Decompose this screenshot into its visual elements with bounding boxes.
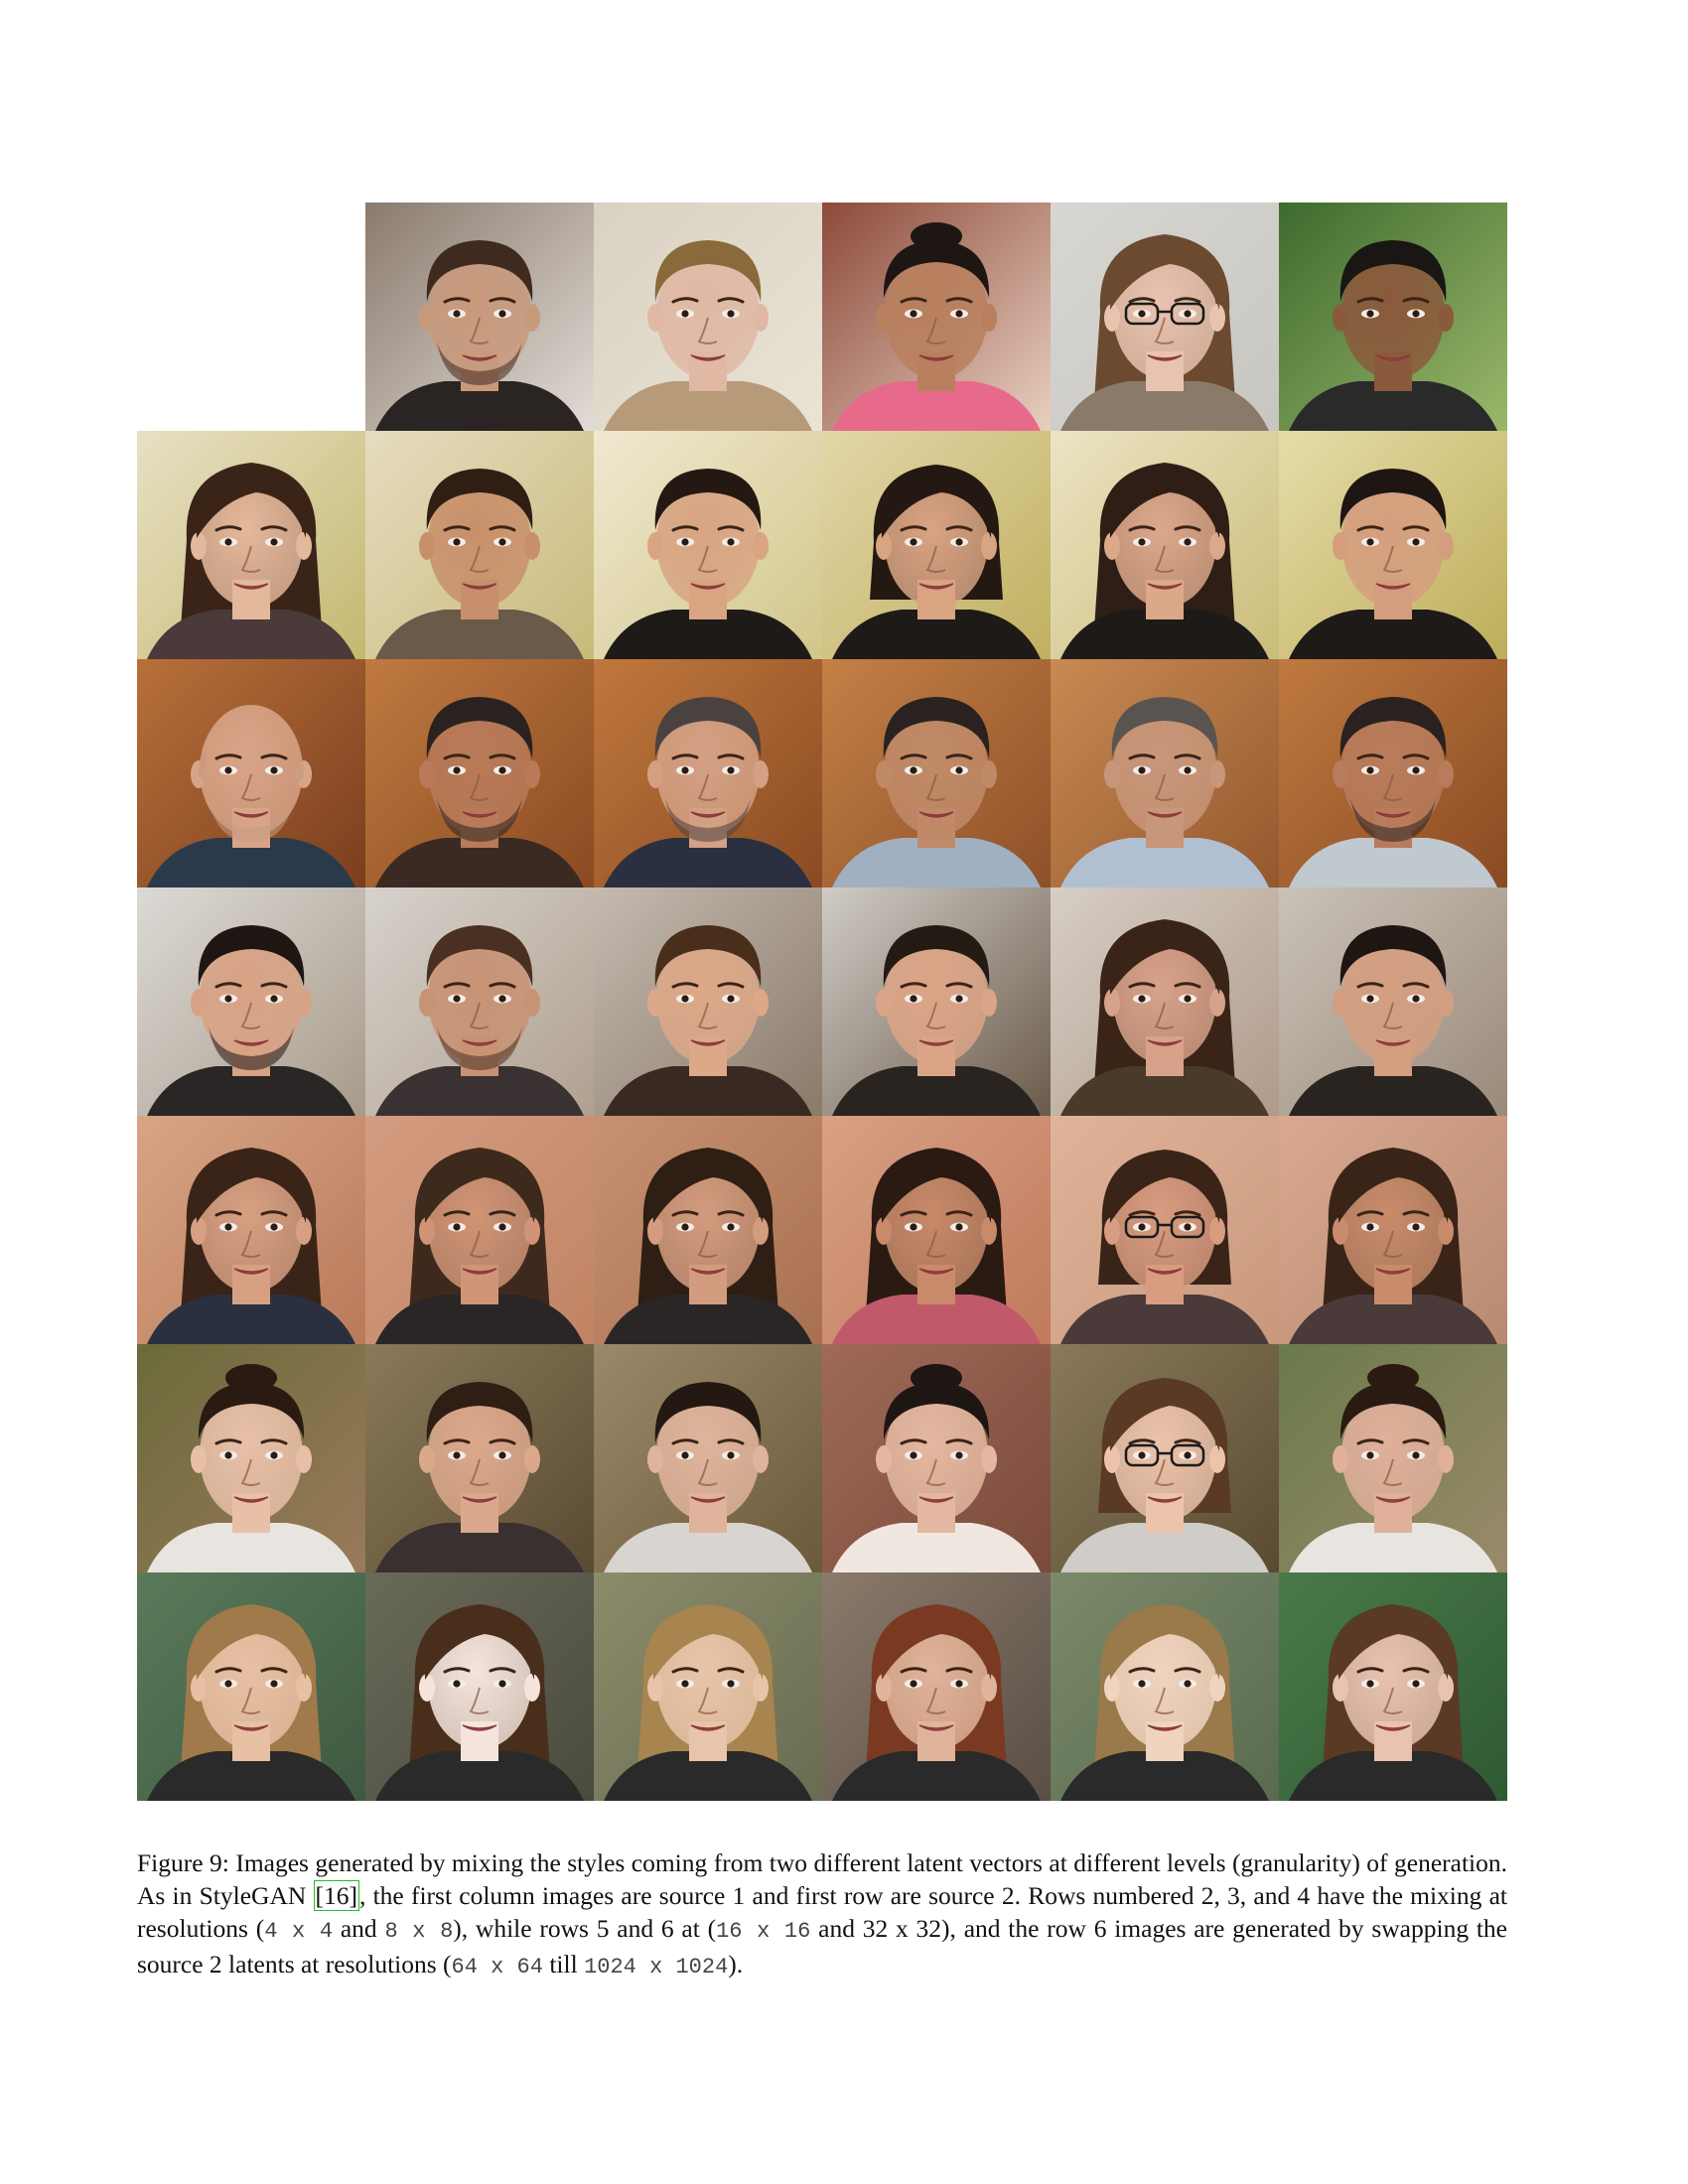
face-image-r7-c6 [1279,1572,1507,1801]
resolution-8x8: 8 x 8 [384,1918,454,1944]
face-image-r1-c3 [594,203,822,431]
face-image-r3-c5 [1051,659,1279,887]
resolution-16x16: 16 x 16 [716,1918,811,1944]
face-image-r7-c1 [137,1572,365,1801]
caption-text-4: and 32 x 32), and the row 6 images are g… [137,1913,1508,1979]
face-image-r1-c5 [1051,203,1279,431]
face-image-r2-c1 [137,431,365,659]
empty-corner-cell [137,203,365,431]
face-image-r5-c3 [594,1116,822,1344]
face-image-r7-c4 [822,1572,1051,1801]
resolution-4x4: 4 x 4 [264,1918,334,1944]
face-image-r5-c4 [822,1116,1051,1344]
caption-and: and [333,1913,385,1943]
face-image-r6-c3 [594,1344,822,1572]
face-image-r4-c1 [137,887,365,1116]
face-image-r5-c1 [137,1116,365,1344]
face-image-r6-c1 [137,1344,365,1572]
face-image-r2-c2 [365,431,594,659]
face-image-r2-c5 [1051,431,1279,659]
resolution-64x64: 64 x 64 [451,1954,543,1979]
face-image-r1-c4 [822,203,1051,431]
caption-text-1: Figure 9: Images generated by mixing the… [137,1847,1507,1910]
face-image-r7-c3 [594,1572,822,1801]
face-image-r3-c3 [594,659,822,887]
resolution-1024x1024: 1024 x 1024 [584,1954,729,1979]
caption-text-2: , the first column images are source 1 a… [137,1880,1508,1943]
face-image-r2-c6 [1279,431,1507,659]
citation-link[interactable]: [16] [313,1879,359,1911]
face-image-r1-c6 [1279,203,1507,431]
caption-text-3: ), while rows 5 and 6 at ( [453,1913,717,1943]
face-image-r3-c2 [365,659,594,887]
face-image-r4-c2 [365,887,594,1116]
face-image-r2-c3 [594,431,822,659]
face-image-r6-c4 [822,1344,1051,1572]
face-image-r5-c6 [1279,1116,1507,1344]
face-image-r3-c1 [137,659,365,887]
face-image-r7-c5 [1051,1572,1279,1801]
face-image-r4-c4 [822,887,1051,1116]
face-image-r2-c4 [822,431,1051,659]
face-image-r3-c4 [822,659,1051,887]
face-image-r5-c2 [365,1116,594,1344]
face-image-r7-c2 [365,1572,594,1801]
face-image-r5-c5 [1051,1116,1279,1344]
face-image-r4-c5 [1051,887,1279,1116]
face-image-r1-c2 [365,203,594,431]
face-image-r4-c6 [1279,887,1507,1116]
figure-caption: Figure 9: Images generated by mixing the… [137,1846,1507,1983]
face-image-r6-c6 [1279,1344,1507,1572]
face-image-r4-c3 [594,887,822,1116]
caption-till: till [542,1949,585,1979]
caption-text-5: ). [728,1949,744,1979]
face-image-r3-c6 [1279,659,1507,887]
face-image-r6-c5 [1051,1344,1279,1572]
face-image-r6-c2 [365,1344,594,1572]
style-mixing-figure [137,203,1507,1801]
